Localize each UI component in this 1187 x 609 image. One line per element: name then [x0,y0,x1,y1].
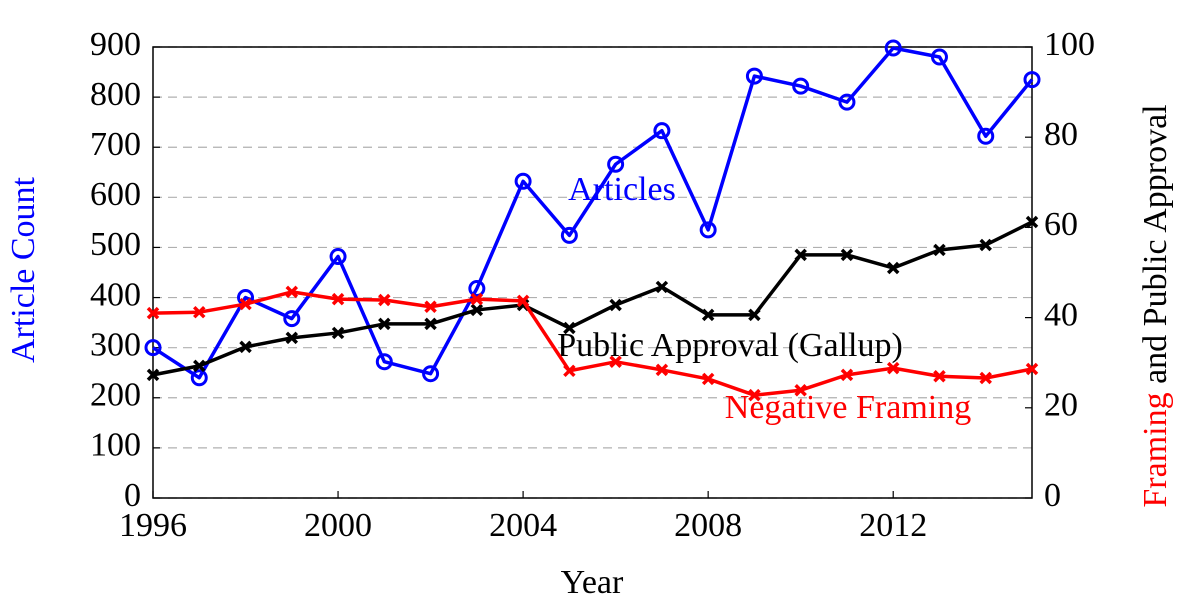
y2-tick-label: 0 [1044,477,1061,514]
marker [979,238,992,252]
marker [1023,71,1041,89]
series-label: Articles [568,171,676,208]
y-axis-label: Article Count [5,176,42,363]
marker [375,353,393,371]
y-tick-label: 900 [90,26,141,63]
marker [514,172,532,190]
y-tick-label: 600 [90,176,141,213]
marker [239,340,252,354]
marker [560,226,578,244]
marker [331,292,345,306]
marker [190,369,208,387]
y-tick-label: 0 [124,477,141,514]
marker [655,363,669,377]
marker [563,321,576,335]
y-tick-label: 200 [90,377,141,414]
marker [933,243,946,257]
marker [886,361,900,375]
y-tick-label: 400 [90,276,141,313]
marker [331,326,345,340]
y2-tick-label: 60 [1044,206,1078,243]
series-label: Negative Framing [725,389,971,426]
marker [193,305,206,319]
marker [424,300,437,314]
marker [146,368,160,382]
y2-axis-label-part: and Public Approval [1137,104,1174,392]
marker [699,221,717,239]
marker [748,308,761,322]
marker [329,247,347,265]
marker [933,369,946,383]
marker [794,248,807,262]
x-tick-label: 2000 [304,507,372,544]
y2-tick-label: 40 [1044,296,1078,333]
marker [470,292,484,306]
y2-axis-label-part: Framing [1137,392,1174,507]
marker [701,308,715,322]
series-line [152,220,1033,377]
marker [840,248,854,262]
series-line [152,46,1034,380]
marker [607,155,625,173]
x-tick-label: 2004 [489,507,557,544]
marker [977,127,995,145]
marker [239,297,252,311]
y2-axis-label: Framing and Public Approval [1137,104,1174,507]
marker [193,359,206,373]
y2-tick-label: 20 [1044,387,1078,424]
marker [285,285,299,299]
marker [745,67,763,85]
marker [794,383,807,397]
plot-frame [152,46,1033,499]
y2-tick-label: 80 [1044,116,1078,153]
marker [701,372,715,386]
x-tick-label: 2012 [859,507,927,544]
y-tick-label: 100 [90,427,141,464]
marker [144,339,162,357]
marker [378,317,391,331]
marker [884,39,902,57]
series-line [152,290,1033,397]
series-label: Public Approval (Gallup) [557,327,903,364]
marker [422,365,440,383]
marker [468,280,486,298]
y-tick-label: 700 [90,126,141,163]
marker [748,388,761,402]
marker [979,371,992,385]
marker [378,293,391,307]
y-tick-label: 800 [90,76,141,113]
marker [470,303,484,317]
marker [1025,362,1039,376]
marker [840,368,854,382]
marker [1025,215,1039,229]
marker [563,364,576,378]
marker [609,298,622,312]
x-axis-label: Year [561,564,624,601]
x-tick-label: 2008 [674,507,742,544]
marker [792,77,810,95]
marker [516,294,530,308]
marker [653,122,671,140]
x-tick-label: 1996 [119,507,187,544]
marker [146,306,160,320]
marker [609,355,622,369]
marker [930,48,948,66]
marker [424,317,437,331]
y-tick-label: 300 [90,326,141,363]
y-tick-label: 500 [90,226,141,263]
marker [283,310,301,328]
marker [886,261,900,275]
marker [655,280,669,294]
marker [285,331,299,345]
y2-tick-label: 100 [1044,26,1095,63]
marker [838,93,856,111]
